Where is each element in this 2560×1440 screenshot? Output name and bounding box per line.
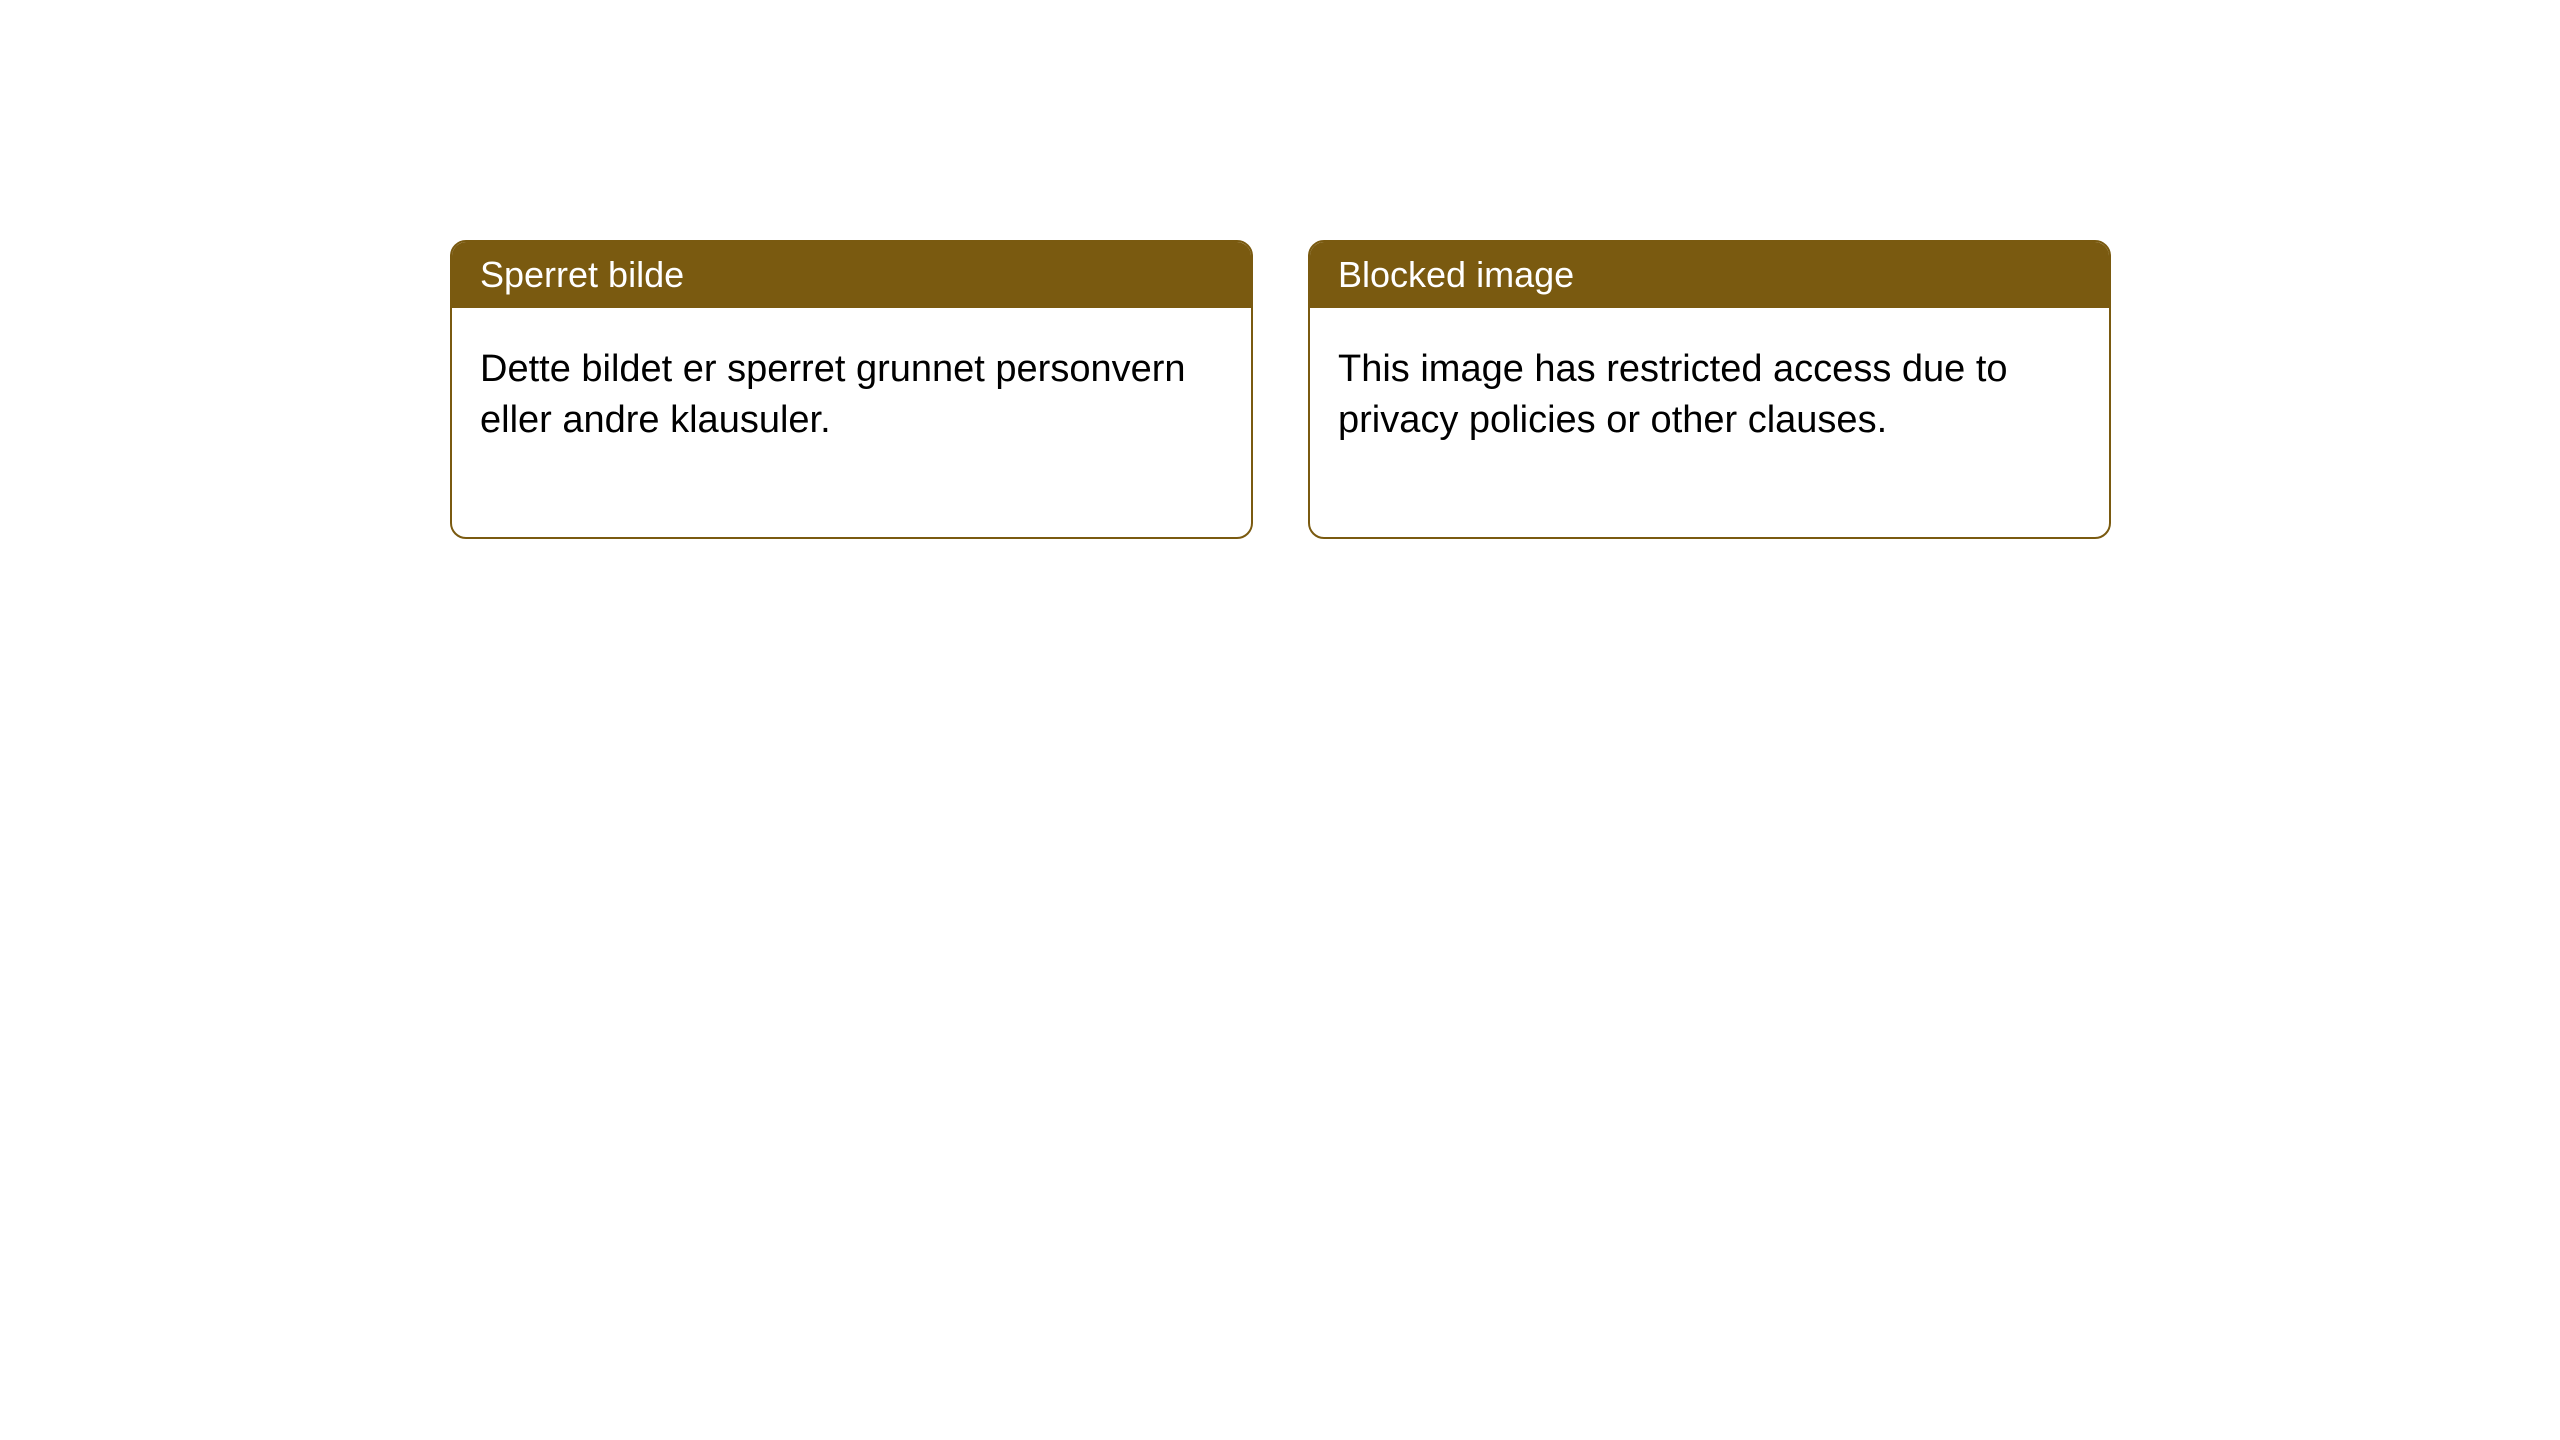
notice-container: Sperret bilde Dette bildet er sperret gr… [450, 240, 2111, 539]
notice-title-english: Blocked image [1310, 242, 2109, 308]
notice-body-english: This image has restricted access due to … [1310, 308, 2109, 537]
notice-title-norwegian: Sperret bilde [452, 242, 1251, 308]
notice-card-norwegian: Sperret bilde Dette bildet er sperret gr… [450, 240, 1253, 539]
notice-card-english: Blocked image This image has restricted … [1308, 240, 2111, 539]
notice-body-norwegian: Dette bildet er sperret grunnet personve… [452, 308, 1251, 537]
